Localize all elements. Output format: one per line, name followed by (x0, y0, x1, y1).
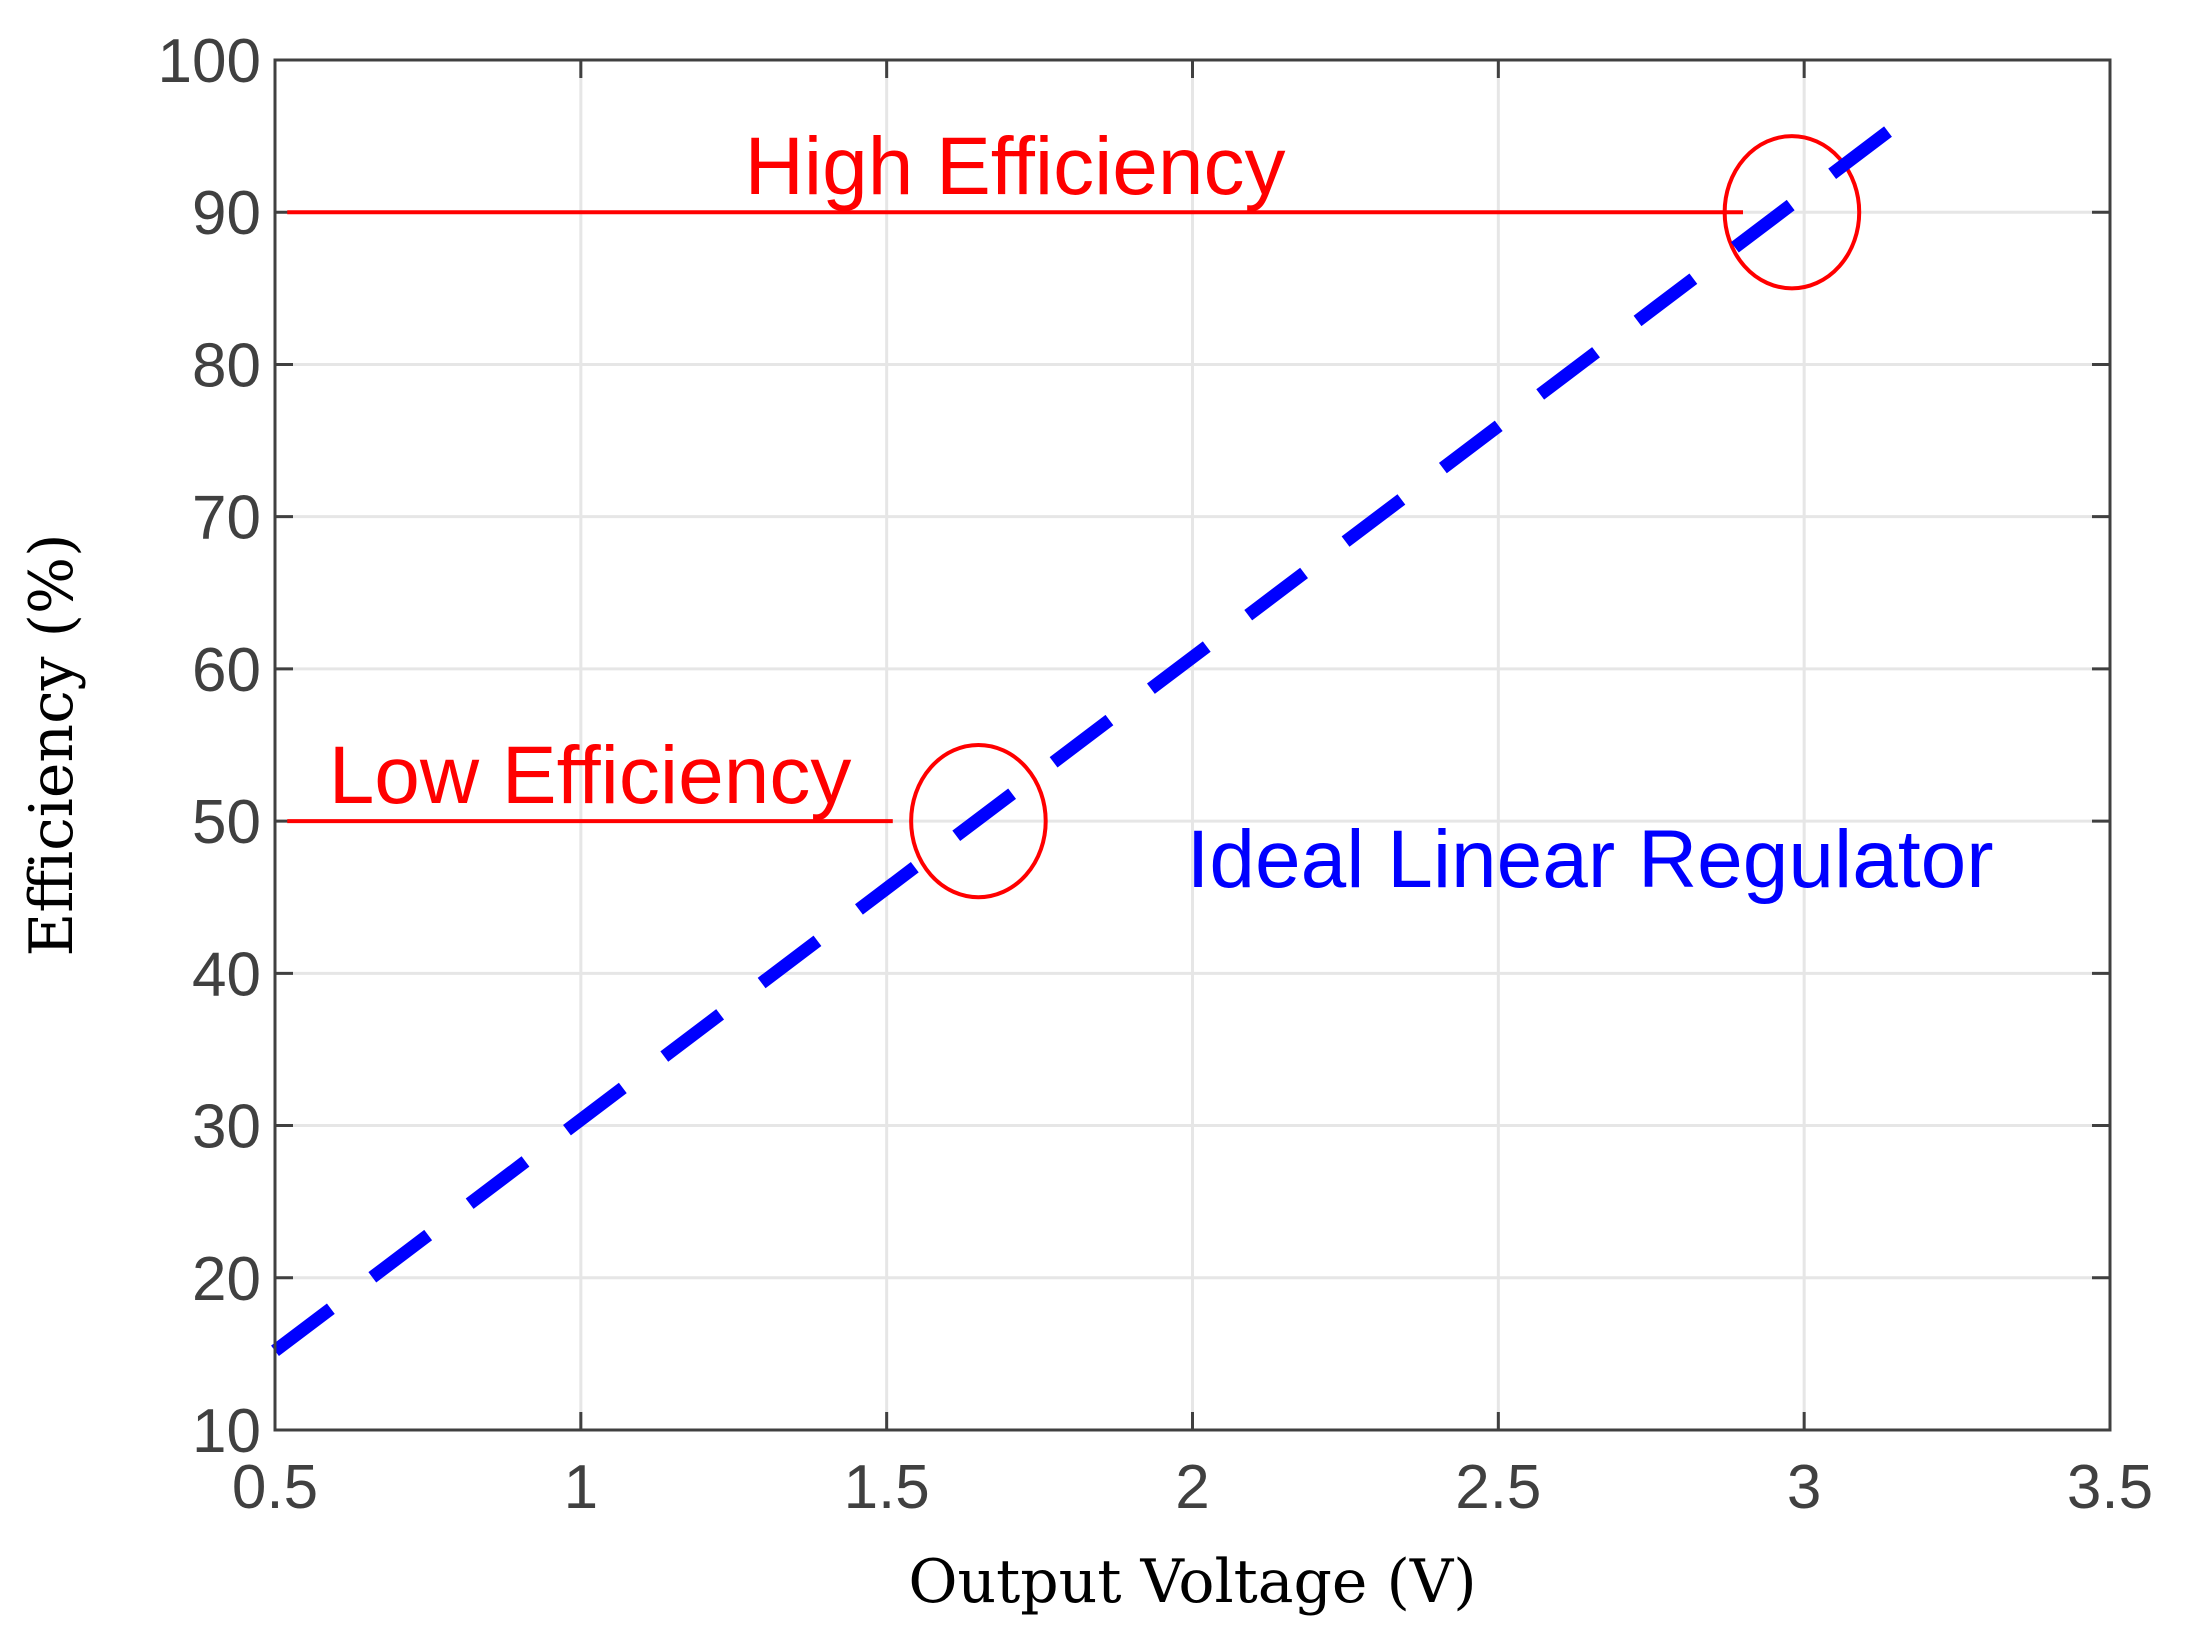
y-tick-label: 70 (192, 484, 261, 553)
series-line (271, 111, 1913, 1357)
x-tick-label: 3.5 (2067, 1453, 2153, 1522)
y-tick-label: 90 (192, 179, 261, 248)
y-tick-label: 80 (192, 331, 261, 400)
y-tick-label: 20 (192, 1245, 261, 1314)
x-tick-label: 0.5 (232, 1453, 318, 1522)
y-tick-label: 30 (192, 1093, 261, 1162)
high-efficiency-circle (1722, 134, 1862, 291)
tick-marks (273, 58, 2112, 1432)
series-layer (271, 111, 1913, 1357)
y-tick-label: 50 (192, 788, 261, 857)
x-tick-label: 1 (564, 1453, 598, 1522)
series-label: Ideal Linear Regulator (1187, 814, 1994, 905)
low-efficiency-label: Low Efficiency (329, 730, 852, 821)
y-tick-label: 100 (158, 27, 261, 96)
tick-labels: 0.5 1 1.5 2 2.5 3 3.5 10 20 30 40 50 60 70 80 90 100 (158, 27, 2154, 1522)
x-axis-title: Output Voltage (V) (908, 1547, 1476, 1617)
high-efficiency-label: High Efficiency (745, 121, 1286, 212)
y-tick-label: 10 (192, 1397, 261, 1466)
y-tick-label: 60 (192, 636, 261, 705)
y-axis-title: Efficiency (%) (17, 534, 87, 957)
annotations: High Efficiency Low Efficiency Ideal Linea… (287, 121, 1994, 905)
x-tick-label: 3 (1787, 1453, 1821, 1522)
y-tick-label: 40 (192, 940, 261, 1009)
x-tick-label: 2 (1175, 1453, 1209, 1522)
x-tick-label: 1.5 (844, 1453, 930, 1522)
plot-frame (273, 58, 2112, 1432)
x-tick-label: 2.5 (1455, 1453, 1541, 1522)
low-efficiency-circle (909, 743, 1048, 900)
